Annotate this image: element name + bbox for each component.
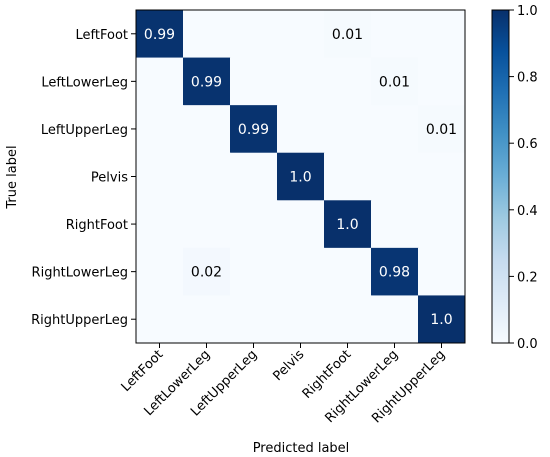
y-axis-ticks: LeftFoot LeftLowerLeg LeftUpperLeg Pelvis Ri… [31, 28, 136, 328]
cell-label-4-4: 1.0 [336, 217, 358, 233]
y-axis-title: True label [5, 145, 20, 209]
x-tick-label-0: LeftFoot [119, 347, 167, 395]
heatmap-cell-4-2 [230, 200, 278, 249]
heatmap-cell-6-6 [418, 295, 466, 344]
heatmap-cell-6-0 [136, 295, 184, 344]
heatmap-cell-6-3 [277, 295, 325, 344]
cell-label-6-6: 1.0 [430, 312, 452, 328]
colorbar: 0.0 0.2 0.4 0.6 0.8 1.0 [491, 4, 538, 352]
y-tick-label-3: Pelvis [91, 171, 128, 186]
y-tick-label-1: LeftLowerLeg [41, 75, 128, 90]
colorbar-tick-label-1: 0.2 [517, 270, 538, 285]
heatmap-cell-5-2 [230, 247, 278, 296]
heatmap-cell-2-4 [324, 105, 372, 154]
heatmap-cell-1-2 [230, 57, 278, 106]
heatmap-cell-4-3 [277, 200, 325, 249]
heatmap-cell-1-3 [277, 57, 325, 106]
colorbar-tick-label-2: 0.4 [517, 204, 538, 219]
heatmap-cell-5-1 [183, 247, 231, 296]
heatmap-cell-0-0 [136, 10, 184, 59]
heatmap-cell-1-0 [136, 57, 184, 106]
heatmap-cell-3-0 [136, 152, 184, 201]
colorbar-tick-label-4: 0.8 [517, 71, 538, 86]
cell-label-2-6: 0.01 [426, 122, 457, 138]
heatmap-cell-5-3 [277, 247, 325, 296]
heatmap-cell-3-1 [183, 152, 231, 201]
heatmap-cell-0-4 [324, 10, 372, 59]
heatmap-cell-1-5 [371, 57, 419, 106]
heatmap-cell-5-6 [418, 247, 466, 296]
heatmap-cell-4-6 [418, 200, 466, 249]
y-tick-label-5: RightLowerLeg [32, 266, 128, 281]
heatmap-cell-1-4 [324, 57, 372, 106]
heatmap-cell-4-5 [371, 200, 419, 249]
heatmap-cell-1-1 [183, 57, 231, 106]
heatmap-cell-6-4 [324, 295, 372, 344]
x-tick-label-3: Pelvis [271, 347, 308, 384]
heatmap-cell-5-5 [371, 247, 419, 296]
heatmap-cell-4-4 [324, 200, 372, 249]
cell-label-5-5: 0.98 [379, 265, 410, 281]
y-tick-label-6: RightUpperLeg [31, 313, 128, 328]
heatmap-cell-2-6 [418, 105, 466, 154]
x-axis-title: Predicted label [253, 441, 350, 456]
y-tick-label-0: LeftFoot [76, 28, 128, 43]
cell-label-0-4: 0.01 [332, 27, 363, 43]
y-tick-label-4: RightFoot [66, 218, 128, 233]
colorbar-tick-label-5: 1.0 [517, 4, 538, 19]
colorbar-tick-label-0: 0.0 [517, 337, 538, 352]
heatmap-cell-3-2 [230, 152, 278, 201]
heatmap-cell-6-5 [371, 295, 419, 344]
heatmap-cells: 0.99 0.01 0.99 0.01 0.99 0.01 1.0 1.0 0.02 0.98 1.… [136, 10, 466, 344]
cell-label-1-1: 0.99 [191, 74, 222, 90]
heatmap-cell-0-1 [183, 10, 231, 59]
cell-label-1-5: 0.01 [379, 74, 410, 90]
heatmap-cell-2-5 [371, 105, 419, 154]
cell-label-5-1: 0.02 [191, 265, 222, 281]
heatmap-cell-3-4 [324, 152, 372, 201]
heatmap-cell-2-1 [183, 105, 231, 154]
cell-label-2-2: 0.99 [238, 122, 269, 138]
heatmap-cell-0-5 [371, 10, 419, 59]
heatmap-cell-6-1 [183, 295, 231, 344]
heatmap-cell-3-5 [371, 152, 419, 201]
cell-label-3-3: 1.0 [289, 170, 311, 186]
heatmap-cell-2-0 [136, 105, 184, 154]
heatmap-cell-5-4 [324, 247, 372, 296]
heatmap-cell-4-0 [136, 200, 184, 249]
heatmap-cell-2-2 [230, 105, 278, 154]
heatmap-cell-0-6 [418, 10, 466, 59]
heatmap-cell-6-2 [230, 295, 278, 344]
heatmap-cell-5-0 [136, 247, 184, 296]
heatmap-cell-0-2 [230, 10, 278, 59]
heatmap-cell-3-6 [418, 152, 466, 201]
heatmap-cell-2-3 [277, 105, 325, 154]
heatmap-cell-3-3 [277, 152, 325, 201]
colorbar-tick-label-3: 0.6 [517, 137, 538, 152]
y-tick-label-2: LeftUpperLeg [41, 123, 128, 138]
cell-label-0-0: 0.99 [144, 27, 175, 43]
colorbar-ticks: 0.0 0.2 0.4 0.6 0.8 1.0 [509, 4, 538, 352]
heatmap-cell-0-3 [277, 10, 325, 59]
colorbar-gradient [491, 9, 510, 344]
heatmap-cell-4-1 [183, 200, 231, 249]
heatmap-cell-1-6 [418, 57, 466, 106]
